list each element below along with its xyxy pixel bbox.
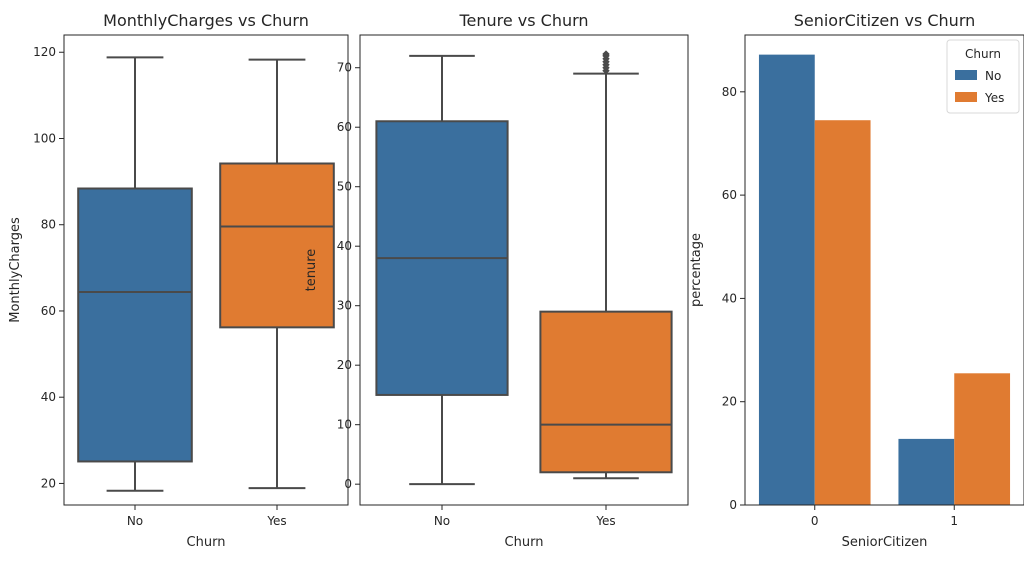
bar-yes-0 (814, 120, 871, 505)
y-tick-label: 50 (337, 180, 352, 194)
y-axis-label: MonthlyCharges (8, 217, 23, 323)
y-tick-label: 20 (41, 476, 56, 490)
x-axis-label: Churn (187, 535, 226, 550)
y-tick-label: 20 (722, 395, 737, 409)
axes-frame (744, 34, 1024, 506)
bar-no-1 (898, 438, 955, 505)
x-axis-label: Churn (505, 535, 544, 550)
y-tick-label: 20 (337, 358, 352, 372)
box-yes (539, 310, 673, 474)
axes-frame (359, 34, 689, 506)
legend-swatch-yes (955, 92, 977, 102)
legend-swatch-no (955, 70, 977, 80)
y-tick-label: 80 (722, 85, 737, 99)
axes-frame (63, 34, 349, 506)
bar-no-0 (758, 54, 815, 505)
y-tick-label: 40 (722, 291, 737, 305)
x-tick-label: Yes (266, 514, 286, 528)
y-axis-label: tenure (304, 249, 319, 292)
y-tick-label: 40 (337, 239, 352, 253)
y-tick-label: 60 (41, 304, 56, 318)
chart-title: MonthlyCharges vs Churn (103, 11, 309, 30)
x-tick-label: Yes (595, 514, 615, 528)
y-tick-label: 40 (41, 390, 56, 404)
chart-title: Tenure vs Churn (458, 11, 588, 30)
x-tick-label: No (434, 514, 450, 528)
y-tick-label: 60 (722, 188, 737, 202)
y-tick-label: 0 (344, 477, 352, 491)
y-tick-label: 80 (41, 218, 56, 232)
y-tick-label: 60 (337, 120, 352, 134)
y-tick-label: 70 (337, 61, 352, 75)
y-tick-label: 30 (337, 299, 352, 313)
y-tick-label: 10 (337, 418, 352, 432)
legend-title: Churn (965, 47, 1001, 61)
y-tick-label: 120 (33, 45, 56, 59)
chart-title: SeniorCitizen vs Churn (794, 11, 976, 30)
x-tick-label: 0 (811, 514, 819, 528)
y-tick-label: 100 (33, 131, 56, 145)
y-tick-label: 0 (729, 498, 737, 512)
legend-label-no: No (985, 69, 1001, 83)
y-axis-label: percentage (689, 233, 704, 307)
x-tick-label: 1 (950, 514, 958, 528)
x-axis-label: SeniorCitizen (842, 535, 928, 550)
box-no (77, 187, 193, 463)
x-tick-label: No (127, 514, 143, 528)
bar-yes-1 (954, 373, 1011, 505)
outlier-point (602, 50, 610, 58)
box-yes (219, 162, 335, 329)
legend-label-yes: Yes (984, 91, 1004, 105)
